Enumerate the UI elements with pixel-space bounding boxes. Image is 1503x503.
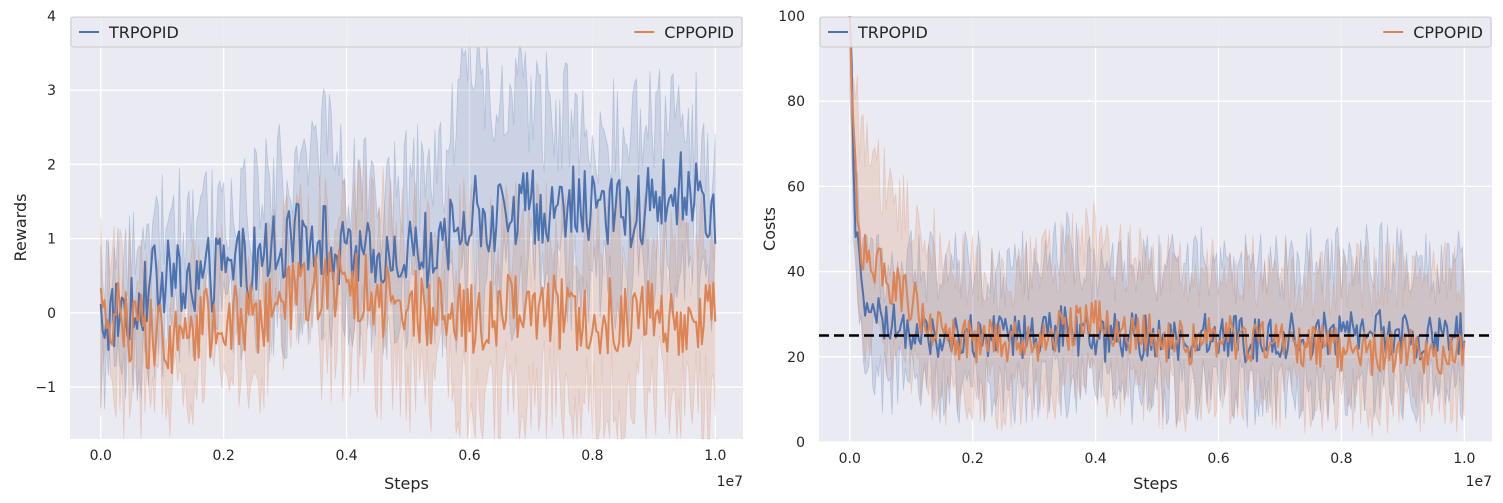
y-tick-label: 2	[47, 157, 56, 173]
rewards-panel: 0.0 0.2 0.4 0.6 0.8 1.0 −1 0 1 2 3 4 Steps Rewards…	[11, 9, 743, 493]
rewards-x-ticks: 0.0 0.2 0.4 0.6 0.8 1.0	[90, 448, 727, 464]
series-line-trpopid	[99, 151, 717, 351]
costs-x-axis-label: Steps	[1133, 474, 1178, 493]
y-tick-label: −1	[35, 380, 56, 396]
rewards-legend-label-cppopid: CPPOPID	[664, 23, 734, 42]
rewards-legend: TRPOPID CPPOPID	[70, 16, 743, 48]
x-tick-label: 0.8	[581, 448, 603, 464]
costs-legend: TRPOPID CPPOPID	[819, 16, 1492, 48]
x-tick-label: 0.8	[1330, 451, 1352, 467]
x-tick-label: 0.6	[458, 448, 480, 464]
y-tick-label: 1	[47, 232, 56, 248]
costs-y-ticks: 0 20 40 60 80 100	[778, 9, 805, 451]
costs-x-offset-label: 1e7	[1466, 474, 1492, 490]
x-tick-label: 0.6	[1207, 451, 1229, 467]
rewards-y-ticks: −1 0 1 2 3 4	[35, 9, 56, 396]
rewards-series-lines	[99, 151, 717, 375]
costs-legend-label-trpopid: TRPOPID	[857, 23, 928, 42]
series-line-cppopid	[99, 249, 717, 375]
x-tick-label: 0.2	[213, 448, 235, 464]
y-tick-label: 100	[778, 9, 805, 25]
y-tick-label: 0	[796, 435, 805, 451]
x-tick-label: 0.0	[839, 451, 861, 467]
rewards-gridlines	[70, 15, 743, 439]
x-tick-label: 0.4	[1084, 451, 1106, 467]
x-tick-label: 1.0	[1453, 451, 1475, 467]
rewards-x-axis-label: Steps	[384, 474, 429, 493]
costs-x-ticks: 0.0 0.2 0.4 0.6 0.8 1.0	[839, 451, 1476, 467]
x-tick-label: 0.4	[335, 448, 357, 464]
y-tick-label: 4	[47, 9, 56, 25]
x-tick-label: 0.2	[962, 451, 984, 467]
y-tick-label: 20	[787, 350, 805, 366]
costs-y-axis-label: Costs	[760, 207, 779, 251]
y-tick-label: 0	[47, 306, 56, 322]
series-line-cppopid	[848, 15, 1466, 377]
rewards-legend-label-trpopid: TRPOPID	[108, 23, 179, 42]
confidence-band-cppopid	[849, 15, 1465, 437]
y-tick-label: 40	[787, 265, 805, 281]
y-tick-label: 3	[47, 83, 56, 99]
costs-series-lines	[848, 15, 1466, 377]
rewards-y-axis-label: Rewards	[11, 194, 30, 262]
x-tick-label: 0.0	[90, 448, 112, 464]
costs-panel: 0.0 0.2 0.4 0.6 0.8 1.0 0 20 40 60 80 100 Steps Co…	[760, 9, 1492, 493]
y-tick-label: 80	[787, 94, 805, 110]
costs-legend-label-cppopid: CPPOPID	[1413, 23, 1483, 42]
x-tick-label: 1.0	[704, 448, 726, 464]
rewards-x-offset-label: 1e7	[717, 474, 743, 490]
rewards-legend-box	[70, 16, 743, 48]
y-tick-label: 60	[787, 179, 805, 195]
costs-legend-box	[819, 16, 1492, 48]
